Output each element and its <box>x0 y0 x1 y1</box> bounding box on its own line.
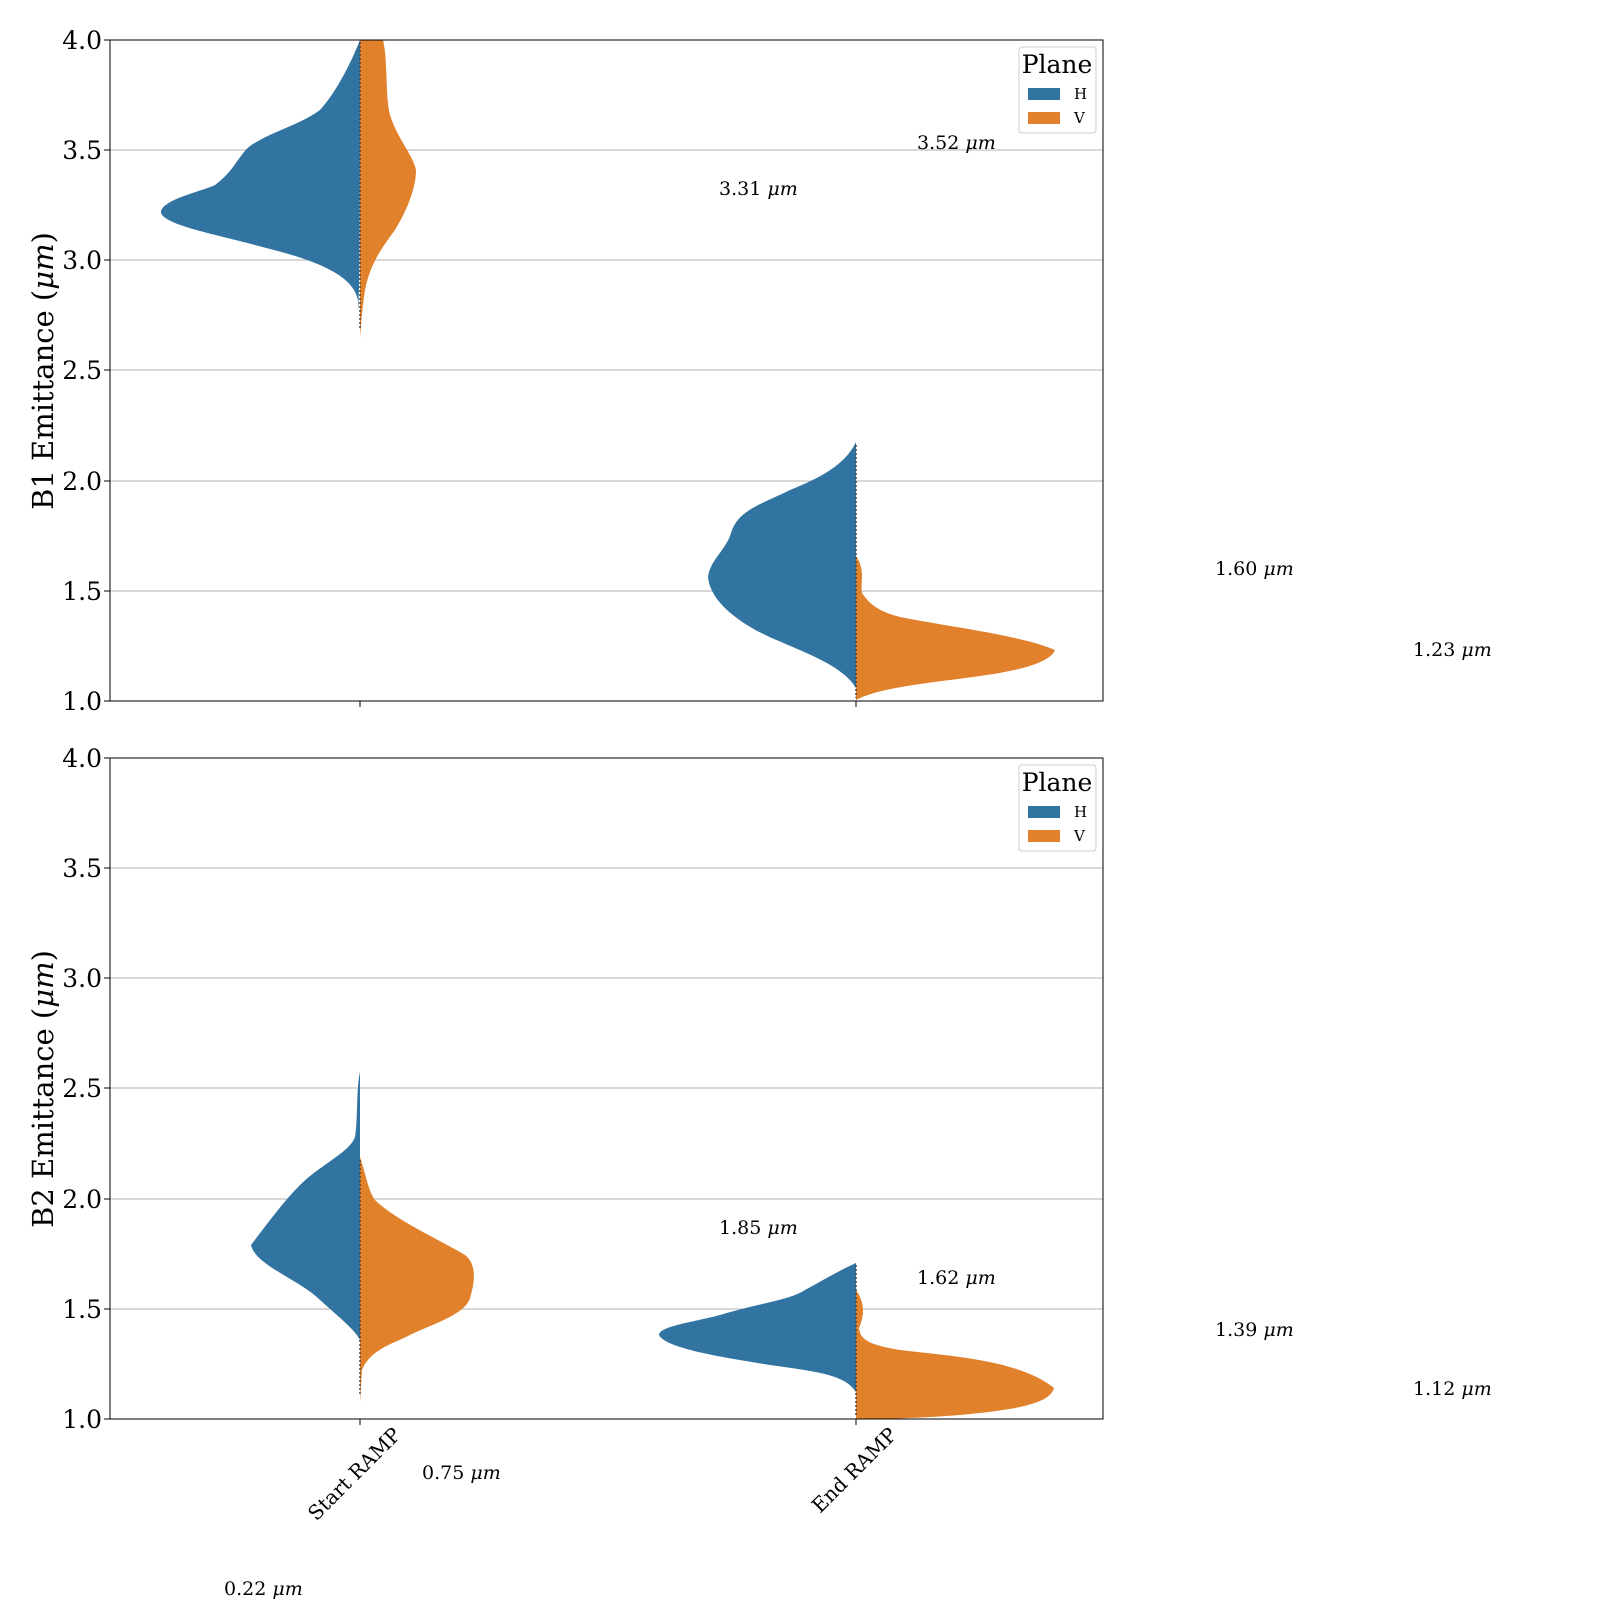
b2-annotations: 0.75 μm 0.22 μm 1.85 μm 1.62 μm 1.39 μm … <box>224 1217 1492 1600</box>
b1-annotation-value: 1.23 <box>1413 639 1455 661</box>
b2-ytick-label: 2.5 <box>62 1074 102 1103</box>
b1-ytick-label: 2.0 <box>62 467 102 496</box>
b1-annotations: 3.31 μm 3.52 μm 1.60 μm 1.23 μm <box>719 132 1492 661</box>
b1-legend-title: Plane <box>1022 50 1093 79</box>
b2-annotation-value: 0.22 <box>224 1578 266 1600</box>
b2-ytick-label: 4.0 <box>62 744 102 773</box>
b2-legend-label-H: H <box>1074 803 1087 821</box>
b1-legend-swatch-V <box>1028 112 1060 124</box>
b2-violin-start-V <box>360 1157 474 1405</box>
xtick-label-start-ramp: Start RAMP <box>303 1423 406 1526</box>
b2-annotation-unit: μm <box>272 1578 302 1600</box>
b2-y-axis-label: B2 Emittance (μm) <box>26 950 60 1228</box>
b2-annotation-value: 1.62 <box>917 1267 959 1289</box>
b1-violin-start-H <box>160 40 360 311</box>
b1-legend-swatch-H <box>1028 88 1060 100</box>
b2-annotation: 1.62 μm <box>917 1267 996 1289</box>
b1-annotation-unit: μm <box>1461 639 1491 661</box>
b2-annotation-value: 1.85 <box>719 1217 761 1239</box>
b1-ytick-label: 1.5 <box>62 577 102 606</box>
b2-ytick-label: 2.0 <box>62 1185 102 1214</box>
b2-violin-end-ramp <box>659 1263 1054 1419</box>
panel-b2: 1.0 1.5 2.0 2.5 3.0 3.5 4.0 B2 Emittance… <box>26 744 1492 1600</box>
b2-annotation-unit: μm <box>965 1267 995 1289</box>
b1-y-axis-label: B1 Emittance (μm) <box>26 232 60 510</box>
b1-annotation: 1.60 μm <box>1215 558 1294 580</box>
b1-y-axis-label-unit: μm <box>26 243 60 289</box>
b2-annotation: 0.75 μm <box>422 1462 501 1484</box>
b1-legend: Plane H V <box>1018 46 1097 134</box>
b1-violin-end-H <box>708 442 856 688</box>
b2-annotation-unit: μm <box>1263 1319 1293 1341</box>
b1-y-axis-label-text: B1 Emittance <box>26 310 60 510</box>
b2-y-axis-label-unit: μm <box>26 961 60 1007</box>
b2-annotation-value: 1.39 <box>1215 1319 1257 1341</box>
b1-annotation: 1.23 μm <box>1413 639 1492 661</box>
b2-legend-label-V: V <box>1073 827 1086 845</box>
b1-ytick-label: 3.0 <box>62 246 102 275</box>
b1-y-axis: 1.0 1.5 2.0 2.5 3.0 3.5 4.0 B1 Emittance… <box>26 26 857 716</box>
b1-violin-start-V <box>360 40 416 338</box>
b1-annotation-value: 1.60 <box>1215 558 1257 580</box>
b1-annotation-value: 3.52 <box>917 132 959 154</box>
panel-b1: 1.0 1.5 2.0 2.5 3.0 3.5 4.0 B1 Emittance… <box>26 26 1492 716</box>
b2-violin-start-ramp <box>251 1072 474 1405</box>
b1-ytick-label: 3.5 <box>62 136 102 165</box>
b2-y-axis-label-text: B2 Emittance <box>26 1028 60 1228</box>
b2-ytick-label: 1.0 <box>62 1405 102 1434</box>
b2-annotation-unit: μm <box>470 1462 500 1484</box>
b1-violin-end-V <box>856 556 1055 700</box>
b2-violin-end-H <box>659 1263 856 1392</box>
b2-annotation: 1.85 μm <box>719 1217 798 1239</box>
b2-ytick-label: 3.0 <box>62 964 102 993</box>
b2-legend-title: Plane <box>1022 768 1093 797</box>
b2-ytick-label: 1.5 <box>62 1295 102 1324</box>
b2-violin-end-V <box>856 1290 1054 1419</box>
b2-annotation: 0.22 μm <box>224 1578 303 1600</box>
b2-legend-swatch-H <box>1028 806 1060 818</box>
b2-y-axis: 1.0 1.5 2.0 2.5 3.0 3.5 4.0 B2 Emittance… <box>26 744 902 1525</box>
b1-violin-start-ramp <box>160 40 416 338</box>
b1-ytick-label: 4.0 <box>62 26 102 55</box>
b2-legend-swatch-V <box>1028 830 1060 842</box>
b2-annotation: 1.39 μm <box>1215 1319 1294 1341</box>
b2-violin-start-H <box>251 1072 360 1340</box>
b1-legend-label-V: V <box>1073 109 1086 127</box>
b1-ytick-label: 2.5 <box>62 356 102 385</box>
b2-annotation-unit: μm <box>767 1217 797 1239</box>
b2-annotation: 1.12 μm <box>1413 1378 1492 1400</box>
b1-legend-label-H: H <box>1074 85 1087 103</box>
b1-annotation-unit: μm <box>1263 558 1293 580</box>
b2-ytick-label: 3.5 <box>62 854 102 883</box>
b2-legend: Plane H V <box>1018 764 1097 852</box>
b1-violin-end-ramp <box>708 442 1055 700</box>
b2-annotation-unit: μm <box>1461 1378 1491 1400</box>
b1-annotation: 3.52 μm <box>917 132 996 154</box>
b1-annotation-value: 3.31 <box>719 178 761 200</box>
b2-annotation-value: 1.12 <box>1413 1378 1455 1400</box>
b1-annotation-unit: μm <box>965 132 995 154</box>
b2-gridlines <box>110 867 1103 1310</box>
b1-ytick-label: 1.0 <box>62 687 102 716</box>
xtick-label-end-ramp: End RAMP <box>807 1423 902 1518</box>
b1-annotation: 3.31 μm <box>719 178 798 200</box>
b2-annotation-value: 0.75 <box>422 1462 464 1484</box>
b1-annotation-unit: μm <box>767 178 797 200</box>
